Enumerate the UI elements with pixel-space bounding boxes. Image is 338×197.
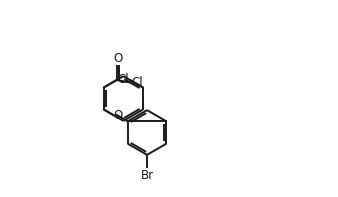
Text: Br: Br [141,169,153,182]
Text: Cl: Cl [132,76,143,89]
Text: O: O [114,109,123,122]
Text: Cl: Cl [118,73,129,86]
Text: O: O [113,52,122,65]
